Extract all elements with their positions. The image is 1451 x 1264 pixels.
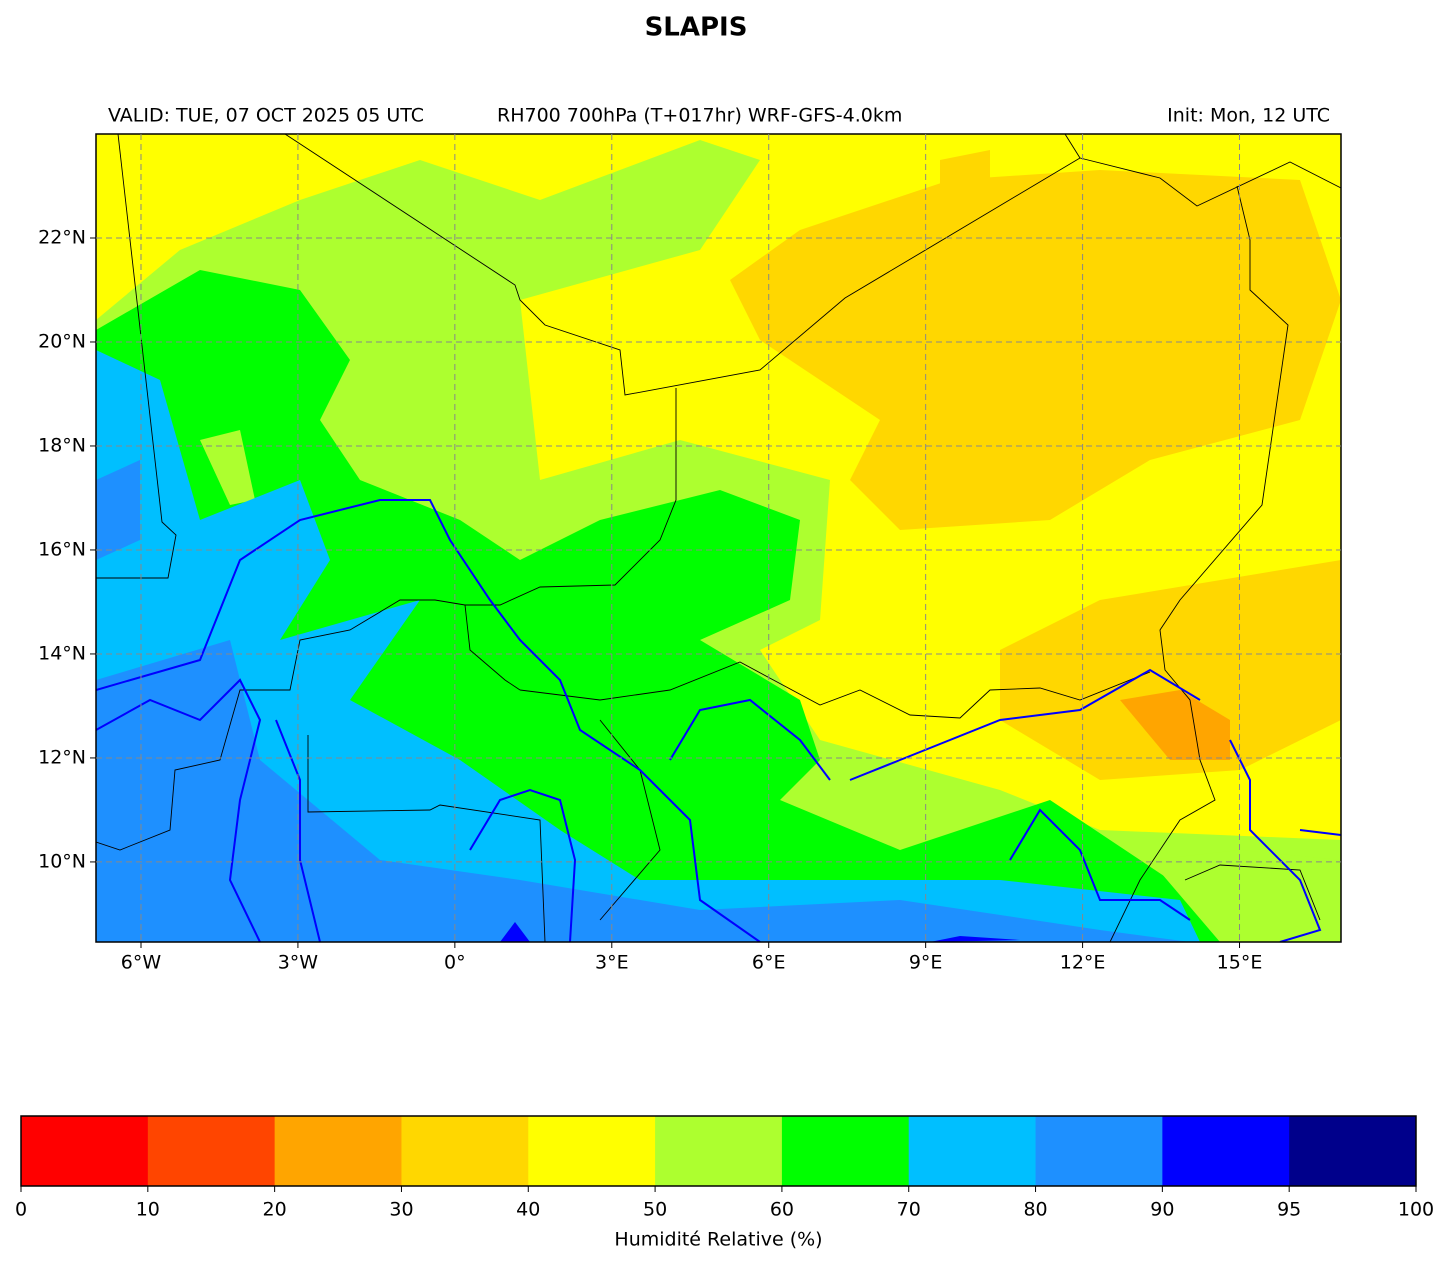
y-tick-label: 14°N xyxy=(38,642,86,664)
valid-time: VALID: TUE, 07 OCT 2025 05 UTC xyxy=(108,105,424,127)
x-tick-label: 9°E xyxy=(909,952,943,974)
colorbar-segment xyxy=(147,1116,276,1186)
colorbar-segment xyxy=(655,1116,783,1186)
colorbar-tick-label: 20 xyxy=(263,1199,287,1221)
colorbar-tick-label: 50 xyxy=(643,1199,667,1221)
title: SLAPIS xyxy=(645,13,748,43)
colorbar-segment xyxy=(274,1116,402,1186)
colorbar-tick-label: 30 xyxy=(389,1199,413,1221)
x-tick-label: 15°E xyxy=(1217,952,1263,974)
colorbar-segment xyxy=(401,1116,529,1186)
product: RH700 700hPa (T+017hr) WRF-GFS-4.0km xyxy=(497,105,902,127)
colorbar-segment xyxy=(528,1116,656,1186)
init-time: Init: Mon, 12 UTC xyxy=(1167,105,1330,127)
colorbar-segment xyxy=(908,1116,1037,1186)
x-tick-label: 6°E xyxy=(752,952,786,974)
colorbar-segment xyxy=(1035,1116,1163,1186)
colorbar-tick-label: 40 xyxy=(516,1199,540,1221)
colorbar-tick-label: 95 xyxy=(1277,1199,1301,1221)
colorbar-tick-label: 0 xyxy=(15,1199,27,1221)
colorbar-segment xyxy=(1162,1116,1290,1186)
map-frame xyxy=(95,133,1342,943)
colorbar-tick-label: 90 xyxy=(1150,1199,1174,1221)
y-tick-label: 18°N xyxy=(38,434,86,456)
colorbar-tick-label: 100 xyxy=(1398,1199,1434,1221)
x-tick-label: 12°E xyxy=(1060,952,1106,974)
x-tick-label: 3°W xyxy=(278,952,319,974)
y-tick-label: 12°N xyxy=(38,746,86,768)
colorbar-tick-label: 60 xyxy=(770,1199,794,1221)
colorbar-segment xyxy=(1289,1116,1417,1186)
y-tick-label: 10°N xyxy=(38,850,86,872)
map-field xyxy=(96,134,1341,942)
y-tick-label: 22°N xyxy=(38,226,86,248)
colorbar-tick-label: 10 xyxy=(136,1199,160,1221)
colorbar-segment xyxy=(21,1116,149,1186)
x-tick-label: 6°W xyxy=(121,952,162,974)
colorbar-frame xyxy=(20,1115,1417,1187)
colorbar-segment xyxy=(781,1116,910,1186)
colorbar-tick-label: 70 xyxy=(897,1199,921,1221)
colorbar-tick-label: 80 xyxy=(1023,1199,1047,1221)
y-tick-label: 16°N xyxy=(38,538,86,560)
y-tick-label: 20°N xyxy=(38,330,86,352)
colorbar-label: Humidité Relative (%) xyxy=(614,1229,822,1251)
x-tick-label: 3°E xyxy=(595,952,629,974)
x-tick-label: 0° xyxy=(444,952,466,974)
